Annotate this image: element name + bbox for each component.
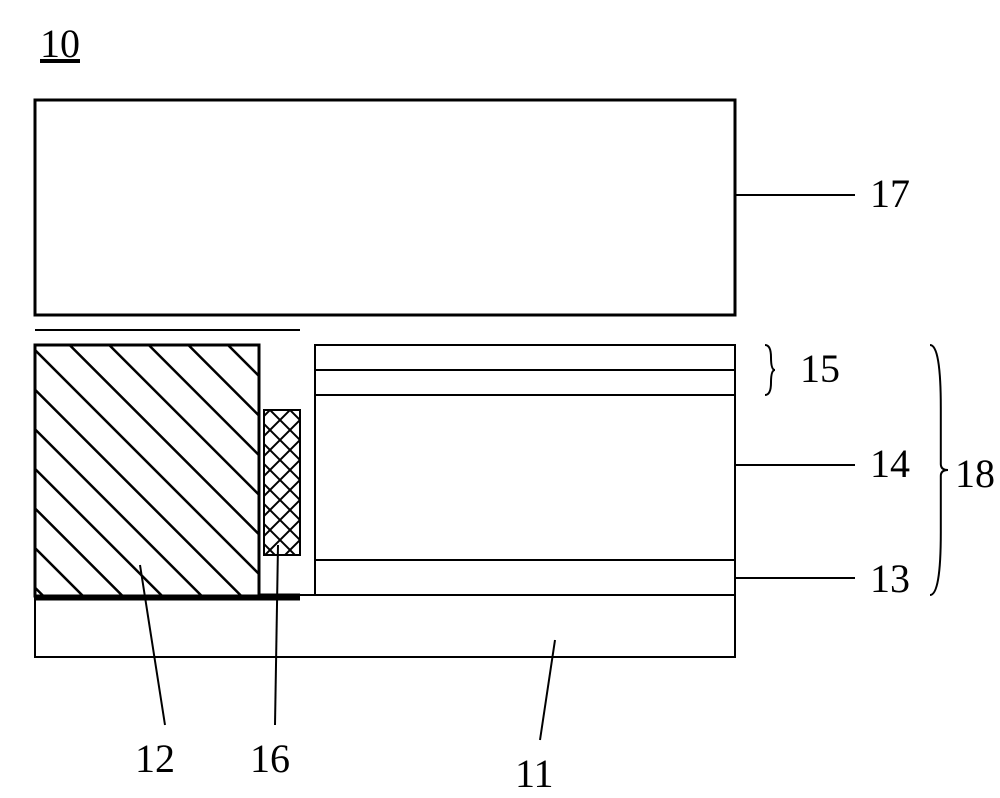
brace-15 bbox=[765, 345, 775, 395]
leader-11 bbox=[540, 640, 555, 740]
label-12: 12 bbox=[135, 735, 175, 782]
region-13 bbox=[315, 560, 735, 595]
label-17: 17 bbox=[870, 170, 910, 217]
region-14 bbox=[315, 395, 735, 560]
region-11 bbox=[35, 595, 735, 657]
label-13: 13 bbox=[870, 555, 910, 602]
label-15: 15 bbox=[800, 345, 840, 392]
region-16 bbox=[264, 410, 300, 555]
label-18: 18 bbox=[955, 450, 995, 497]
label-14: 14 bbox=[870, 440, 910, 487]
region-12 bbox=[35, 345, 259, 596]
region-17 bbox=[35, 100, 735, 315]
brace-18 bbox=[930, 345, 948, 595]
diagram-svg bbox=[0, 0, 1000, 798]
label-11: 11 bbox=[515, 750, 554, 797]
leader-16 bbox=[275, 545, 278, 725]
label-16: 16 bbox=[250, 735, 290, 782]
